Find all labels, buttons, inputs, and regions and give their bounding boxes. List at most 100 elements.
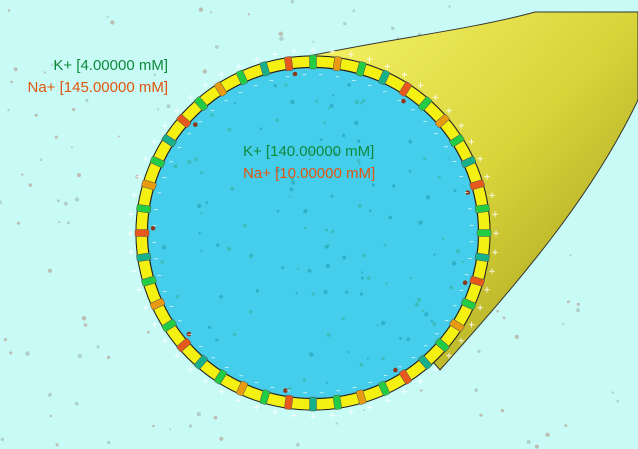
ion-particle bbox=[215, 338, 219, 342]
channel-gate bbox=[393, 367, 398, 373]
minus-icon: – bbox=[453, 301, 458, 311]
na-channel bbox=[398, 81, 412, 97]
ion-particle bbox=[288, 386, 292, 390]
ion-particle bbox=[58, 221, 61, 224]
ion-particle bbox=[354, 120, 359, 126]
k-channel bbox=[194, 354, 208, 370]
ion-particle bbox=[341, 133, 346, 138]
ion-particle bbox=[13, 67, 18, 72]
plus-icon: + bbox=[401, 71, 409, 81]
ion-particle bbox=[290, 177, 295, 182]
minus-icon: – bbox=[211, 353, 216, 363]
ion-particle bbox=[420, 389, 423, 392]
ion-particle bbox=[216, 243, 220, 247]
minus-icon: – bbox=[423, 116, 428, 126]
ion-particle bbox=[500, 409, 504, 413]
plus-icon: + bbox=[290, 411, 298, 421]
minus-icon: – bbox=[452, 157, 457, 167]
ion-particle bbox=[34, 113, 38, 117]
ion-particle bbox=[496, 309, 500, 313]
minus-icon: – bbox=[224, 363, 229, 373]
ion-particle bbox=[333, 151, 338, 156]
ion-particle bbox=[409, 276, 413, 280]
minus-icon: – bbox=[239, 371, 244, 381]
ion-particle bbox=[545, 432, 550, 437]
ion-particle bbox=[196, 412, 201, 417]
plus-icon: + bbox=[271, 408, 279, 418]
ion-particle bbox=[157, 108, 160, 111]
channel-gate bbox=[150, 225, 156, 231]
plus-icon: + bbox=[366, 403, 374, 413]
ion-particle bbox=[309, 352, 314, 357]
plus-icon: + bbox=[253, 403, 261, 413]
minus-icon: – bbox=[352, 383, 357, 393]
ion-particle bbox=[76, 173, 82, 178]
ion-particle bbox=[213, 415, 218, 420]
channel-gate bbox=[193, 122, 198, 127]
ion-particle bbox=[200, 249, 203, 252]
leak-channel bbox=[214, 369, 228, 385]
ion-particle bbox=[341, 317, 345, 321]
ion-particle bbox=[347, 83, 351, 87]
minus-icon: – bbox=[368, 377, 373, 387]
ion-particle bbox=[576, 302, 580, 306]
minus-icon: – bbox=[152, 221, 157, 231]
minus-icon: – bbox=[383, 371, 388, 381]
plus-icon: + bbox=[445, 352, 453, 362]
ion-particle bbox=[0, 200, 2, 205]
ion-particle bbox=[290, 99, 295, 105]
plus-icon: + bbox=[432, 365, 440, 375]
leak-channel bbox=[418, 96, 432, 112]
ion-particle bbox=[296, 267, 300, 270]
ion-particle bbox=[273, 84, 277, 88]
minus-icon: – bbox=[198, 117, 203, 127]
ion-particle bbox=[616, 399, 619, 403]
plus-icon: + bbox=[151, 138, 159, 148]
ion-particle bbox=[43, 71, 47, 74]
minus-icon: – bbox=[336, 386, 341, 396]
ion-particle bbox=[360, 102, 363, 105]
ion-particle bbox=[514, 334, 519, 339]
minus-icon: – bbox=[444, 142, 449, 152]
channel-gate bbox=[283, 388, 288, 393]
plus-icon: + bbox=[187, 93, 195, 103]
plus-icon: + bbox=[457, 121, 465, 131]
k-channel bbox=[418, 354, 432, 370]
ion-particle bbox=[70, 146, 73, 149]
ion-particle bbox=[207, 325, 212, 329]
ion-particle bbox=[303, 226, 307, 230]
ion-particle bbox=[315, 99, 319, 103]
plus-icon: + bbox=[417, 377, 425, 387]
ion-particle bbox=[275, 168, 280, 173]
plus-icon: + bbox=[445, 107, 453, 117]
ion-particle bbox=[198, 7, 204, 12]
plus-icon: + bbox=[384, 62, 392, 72]
ion-particle bbox=[335, 422, 338, 425]
na-channel bbox=[176, 114, 192, 128]
na-channel bbox=[469, 179, 485, 191]
ion-particle bbox=[289, 187, 294, 192]
plus-icon: + bbox=[483, 172, 491, 182]
ion-particle bbox=[56, 199, 60, 203]
ion-particle bbox=[85, 98, 89, 103]
ion-particle bbox=[296, 442, 300, 447]
leak-channel bbox=[460, 298, 477, 310]
plus-icon: + bbox=[151, 321, 159, 331]
minus-icon: – bbox=[411, 105, 416, 115]
plus-icon: + bbox=[309, 412, 317, 422]
ion-particle bbox=[227, 127, 232, 132]
k-channel bbox=[474, 252, 490, 262]
ion-particle bbox=[7, 9, 11, 12]
ion-particle bbox=[187, 160, 192, 165]
ion-particle bbox=[117, 135, 120, 138]
ion-particle bbox=[381, 356, 385, 361]
leak-channel bbox=[476, 229, 492, 237]
leak-channel bbox=[332, 394, 342, 410]
sodium-potassium-pump bbox=[149, 298, 166, 310]
ion-particle bbox=[83, 323, 88, 327]
ion-particle bbox=[362, 253, 366, 258]
plus-icon: + bbox=[401, 388, 409, 398]
minus-icon: – bbox=[269, 76, 274, 86]
k-channel bbox=[136, 252, 152, 262]
ion-particle bbox=[345, 290, 349, 294]
